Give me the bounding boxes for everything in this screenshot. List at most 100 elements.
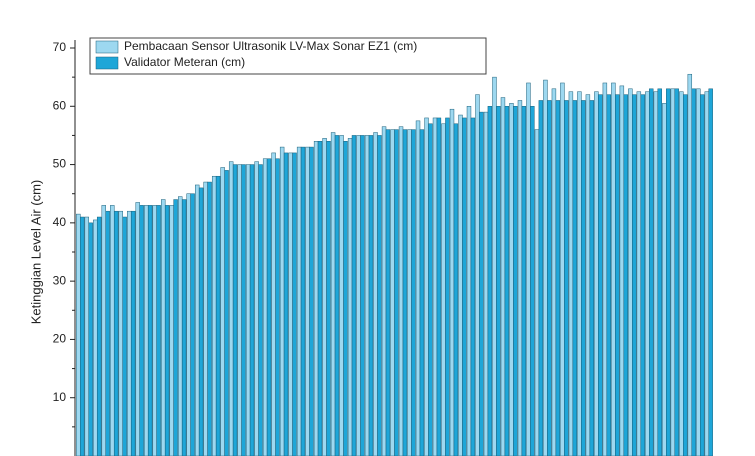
bar xyxy=(368,135,374,456)
y-tick-label: 20 xyxy=(53,332,67,346)
bar xyxy=(687,73,693,456)
bar xyxy=(245,164,251,456)
bar xyxy=(530,106,535,456)
bar xyxy=(496,106,501,456)
bar xyxy=(288,152,293,456)
bar xyxy=(526,82,531,456)
bar xyxy=(649,88,654,456)
bar xyxy=(186,193,191,456)
bar xyxy=(479,111,484,456)
bar xyxy=(156,205,161,456)
legend-swatch xyxy=(95,40,119,54)
bar xyxy=(436,117,442,456)
bar xyxy=(220,167,225,456)
bar xyxy=(385,129,391,456)
bar xyxy=(585,94,591,456)
bar xyxy=(228,161,234,456)
bar xyxy=(147,205,153,456)
bar xyxy=(334,135,340,456)
bar xyxy=(330,132,336,456)
bar xyxy=(161,199,166,456)
bar xyxy=(636,91,642,456)
bar xyxy=(572,100,578,456)
bar xyxy=(364,135,370,456)
bar xyxy=(224,170,229,456)
bar xyxy=(708,88,713,456)
bar xyxy=(551,88,557,456)
bar xyxy=(343,141,348,456)
legend-swatch xyxy=(95,56,119,70)
bar xyxy=(589,100,595,456)
bar xyxy=(279,146,285,456)
bar xyxy=(373,132,378,456)
bar xyxy=(657,88,662,456)
bar xyxy=(232,164,238,456)
bar xyxy=(547,100,552,456)
bar xyxy=(194,184,200,456)
y-tick-label: 10 xyxy=(53,390,67,404)
bar xyxy=(670,88,676,456)
bar xyxy=(415,120,421,456)
bar xyxy=(317,141,323,456)
bar xyxy=(262,158,268,456)
bar xyxy=(666,88,671,456)
bar xyxy=(130,210,136,456)
bar xyxy=(449,108,455,456)
bar xyxy=(606,94,611,456)
bar xyxy=(347,138,353,456)
bar xyxy=(356,135,361,456)
bar xyxy=(164,205,170,456)
y-tick-label: 30 xyxy=(53,273,67,287)
y-axis-label: Ketinggian Level Air (cm) xyxy=(28,180,43,325)
bar xyxy=(402,129,408,456)
bar xyxy=(266,158,272,456)
bar xyxy=(615,94,620,456)
bar xyxy=(152,205,157,456)
bar xyxy=(441,123,446,456)
bar xyxy=(691,88,696,456)
bar xyxy=(381,126,387,456)
bar xyxy=(76,213,81,456)
bar xyxy=(564,100,569,456)
bar xyxy=(211,175,217,456)
bar xyxy=(509,103,514,456)
y-tick-label: 70 xyxy=(53,40,67,54)
bar xyxy=(424,117,429,456)
bar xyxy=(144,205,149,456)
bar xyxy=(623,94,628,456)
bar xyxy=(322,138,327,456)
bar xyxy=(487,106,493,456)
bar xyxy=(360,135,365,456)
bar xyxy=(696,88,701,456)
bar xyxy=(411,129,416,456)
bar xyxy=(377,135,382,456)
bar xyxy=(237,164,242,456)
bar xyxy=(462,117,467,456)
bar xyxy=(351,135,357,456)
bar xyxy=(513,106,518,456)
bar xyxy=(700,94,705,456)
bar xyxy=(203,181,208,456)
bar xyxy=(296,146,302,456)
bar xyxy=(543,79,548,456)
bar xyxy=(241,164,246,456)
bar xyxy=(594,91,599,456)
bar xyxy=(640,94,645,456)
bar xyxy=(139,205,144,456)
bar xyxy=(292,152,297,456)
bar xyxy=(84,216,89,456)
bar xyxy=(207,181,212,456)
bar xyxy=(483,111,489,456)
bar xyxy=(169,205,174,456)
bar xyxy=(517,100,523,456)
bar xyxy=(93,219,98,456)
bar xyxy=(118,210,123,456)
bar xyxy=(101,205,106,456)
bar xyxy=(428,123,433,456)
bar xyxy=(300,146,306,456)
bar xyxy=(215,175,221,456)
bar xyxy=(88,222,93,456)
bar xyxy=(407,129,412,456)
bar xyxy=(173,199,178,456)
